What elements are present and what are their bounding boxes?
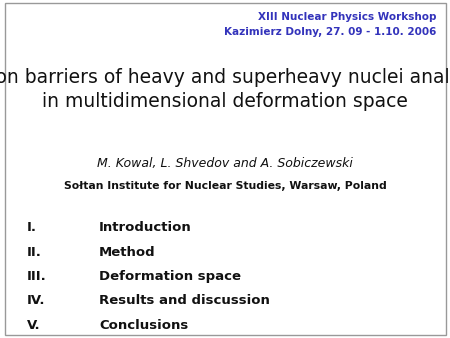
- Text: Results and discussion: Results and discussion: [99, 294, 270, 307]
- Text: III.: III.: [27, 270, 47, 283]
- Text: Deformation space: Deformation space: [99, 270, 241, 283]
- Text: Introduction: Introduction: [99, 221, 192, 234]
- Text: Fission barriers of heavy and superheavy nuclei analyzed
in multidimensional def: Fission barriers of heavy and superheavy…: [0, 68, 450, 111]
- Text: I.: I.: [27, 221, 37, 234]
- Text: IV.: IV.: [27, 294, 45, 307]
- Text: Method: Method: [99, 246, 156, 259]
- Text: M. Kowal, L. Shvedov and A. Sobiczewski: M. Kowal, L. Shvedov and A. Sobiczewski: [97, 157, 353, 170]
- Text: V.: V.: [27, 319, 40, 332]
- Text: XIII Nuclear Physics Workshop
Kazimierz Dolny, 27. 09 - 1.10. 2006: XIII Nuclear Physics Workshop Kazimierz …: [224, 12, 436, 37]
- Text: II.: II.: [27, 246, 42, 259]
- Text: Sołtan Institute for Nuclear Studies, Warsaw, Poland: Sołtan Institute for Nuclear Studies, Wa…: [63, 181, 387, 191]
- Text: Conclusions: Conclusions: [99, 319, 188, 332]
